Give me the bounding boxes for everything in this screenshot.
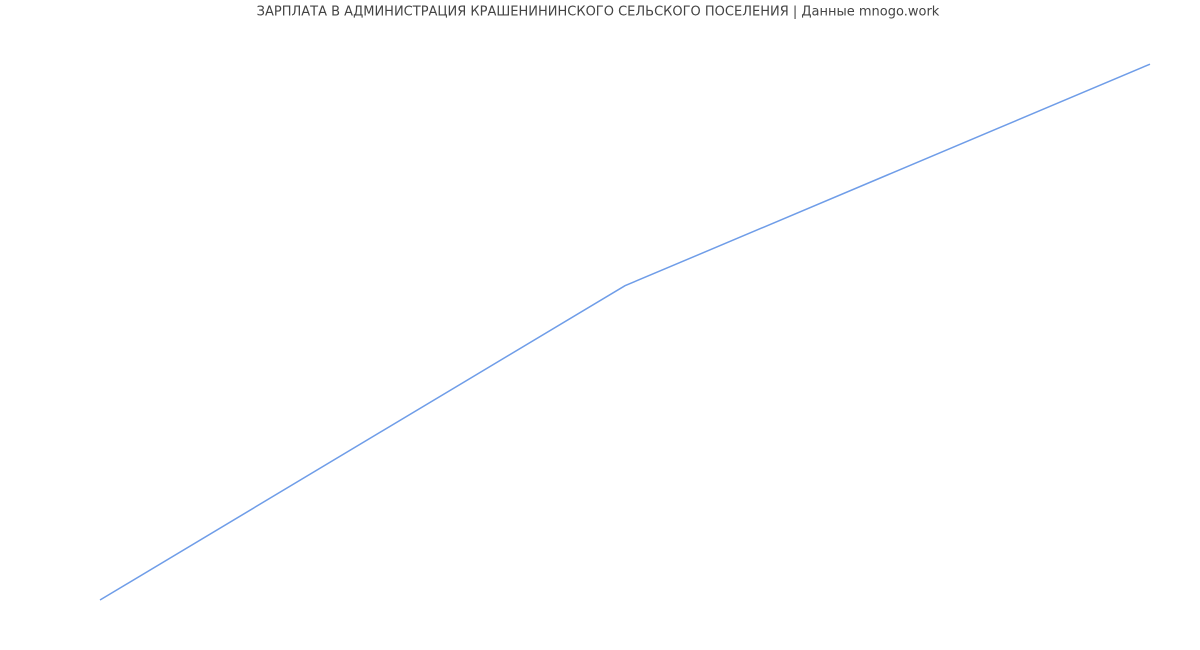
series-line bbox=[99, 63, 1151, 601]
chart-title: ЗАРПЛАТА В АДМИНИСТРАЦИЯ КРАШЕНИНИНСКОГО… bbox=[257, 5, 940, 20]
